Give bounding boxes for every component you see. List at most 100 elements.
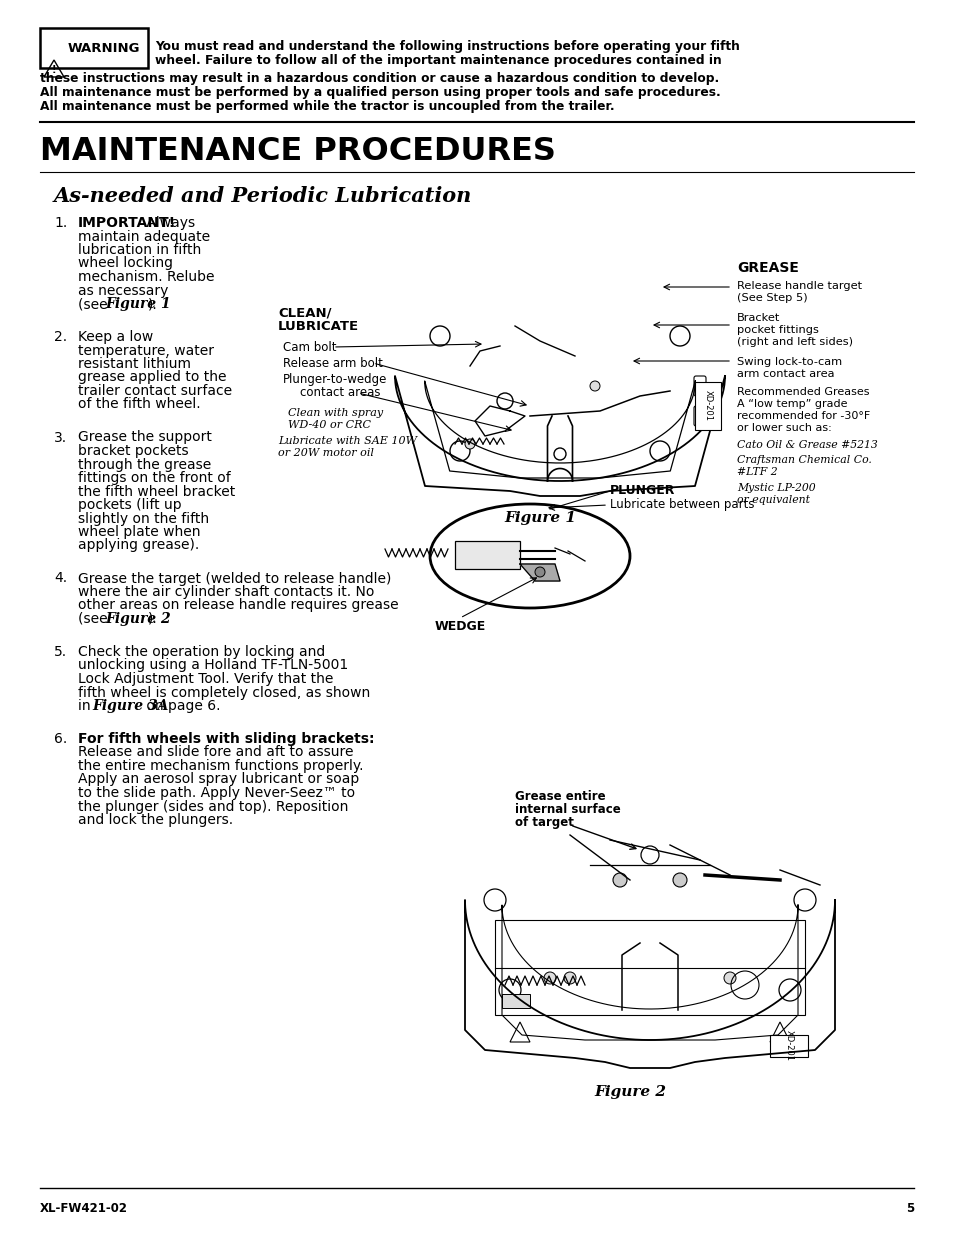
Circle shape bbox=[464, 438, 475, 450]
Text: Release handle target: Release handle target bbox=[737, 282, 862, 291]
Text: Mystic LP-200: Mystic LP-200 bbox=[737, 483, 815, 493]
Text: WARNING: WARNING bbox=[68, 42, 140, 56]
Text: Keep a low: Keep a low bbox=[78, 330, 153, 345]
Circle shape bbox=[672, 873, 686, 887]
Text: maintain adequate: maintain adequate bbox=[78, 230, 210, 243]
Text: XD-201: XD-201 bbox=[783, 1030, 793, 1062]
Text: Figure 3A: Figure 3A bbox=[91, 699, 168, 713]
Text: !: ! bbox=[51, 65, 56, 75]
Text: All maintenance must be performed by a qualified person using proper tools and s: All maintenance must be performed by a q… bbox=[40, 86, 720, 99]
Text: MAINTENANCE PROCEDURES: MAINTENANCE PROCEDURES bbox=[40, 136, 556, 167]
Text: Grease the target (welded to release handle): Grease the target (welded to release han… bbox=[78, 572, 391, 585]
Text: #LTF 2: #LTF 2 bbox=[737, 467, 777, 477]
Text: Always: Always bbox=[142, 216, 195, 230]
Text: or 20W motor oil: or 20W motor oil bbox=[277, 448, 374, 458]
Text: 4.: 4. bbox=[54, 572, 67, 585]
Text: ).: ). bbox=[148, 613, 157, 626]
Text: contact areas: contact areas bbox=[299, 387, 380, 399]
Text: Swing lock-to-cam: Swing lock-to-cam bbox=[737, 357, 841, 367]
Text: 6.: 6. bbox=[54, 732, 67, 746]
Text: (See Step 5): (See Step 5) bbox=[737, 293, 807, 303]
Circle shape bbox=[543, 972, 556, 984]
Text: Clean with spray: Clean with spray bbox=[288, 408, 383, 417]
Text: applying grease).: applying grease). bbox=[78, 538, 199, 552]
Circle shape bbox=[498, 979, 520, 1002]
Text: where the air cylinder shaft contacts it. No: where the air cylinder shaft contacts it… bbox=[78, 585, 374, 599]
Circle shape bbox=[563, 972, 576, 984]
Text: fittings on the front of: fittings on the front of bbox=[78, 471, 231, 485]
Circle shape bbox=[483, 889, 505, 911]
Text: Lubricate between parts: Lubricate between parts bbox=[609, 498, 754, 511]
Circle shape bbox=[649, 441, 669, 461]
Text: A “low temp” grade: A “low temp” grade bbox=[737, 399, 846, 409]
Text: Lubricate with SAE 10W: Lubricate with SAE 10W bbox=[277, 436, 416, 446]
Text: of target: of target bbox=[515, 816, 574, 829]
Text: Figure 1: Figure 1 bbox=[503, 511, 576, 525]
Text: 1.: 1. bbox=[54, 216, 67, 230]
Text: or equivalent: or equivalent bbox=[737, 495, 809, 505]
Text: GREASE: GREASE bbox=[737, 261, 798, 275]
Text: and lock the plungers.: and lock the plungers. bbox=[78, 813, 233, 827]
Text: Figure 1: Figure 1 bbox=[105, 296, 171, 311]
Text: wheel. Failure to follow all of the important maintenance procedures contained i: wheel. Failure to follow all of the impo… bbox=[154, 54, 721, 67]
Text: Recommended Greases: Recommended Greases bbox=[737, 387, 868, 396]
Text: (see: (see bbox=[78, 613, 112, 626]
Text: All maintenance must be performed while the tractor is uncoupled from the traile: All maintenance must be performed while … bbox=[40, 100, 614, 112]
Circle shape bbox=[450, 441, 470, 461]
Text: XL-FW421-02: XL-FW421-02 bbox=[40, 1202, 128, 1215]
Text: 5: 5 bbox=[904, 1202, 913, 1215]
Text: As-needed and Periodic Lubrication: As-needed and Periodic Lubrication bbox=[54, 186, 472, 206]
Circle shape bbox=[779, 979, 801, 1002]
Text: WD-40 or CRC: WD-40 or CRC bbox=[288, 420, 371, 430]
Text: the entire mechanism functions properly.: the entire mechanism functions properly. bbox=[78, 760, 363, 773]
Text: other areas on release handle requires grease: other areas on release handle requires g… bbox=[78, 599, 398, 613]
Circle shape bbox=[613, 873, 626, 887]
Text: lubrication in fifth: lubrication in fifth bbox=[78, 243, 201, 257]
Text: Release and slide fore and aft to assure: Release and slide fore and aft to assure bbox=[78, 746, 354, 760]
Text: Release arm bolt: Release arm bolt bbox=[283, 357, 382, 370]
Text: grease applied to the: grease applied to the bbox=[78, 370, 226, 384]
Text: the fifth wheel bracket: the fifth wheel bracket bbox=[78, 484, 235, 499]
Circle shape bbox=[669, 326, 689, 346]
Text: of the fifth wheel.: of the fifth wheel. bbox=[78, 398, 200, 411]
Circle shape bbox=[793, 889, 815, 911]
Text: resistant lithium: resistant lithium bbox=[78, 357, 191, 370]
Text: Grease the support: Grease the support bbox=[78, 431, 212, 445]
Text: Figure 2: Figure 2 bbox=[105, 613, 171, 626]
Text: slightly on the fifth: slightly on the fifth bbox=[78, 511, 209, 526]
Text: pockets (lift up: pockets (lift up bbox=[78, 498, 181, 513]
Text: trailer contact surface: trailer contact surface bbox=[78, 384, 232, 398]
Text: ).: ). bbox=[148, 296, 157, 311]
Text: pocket fittings: pocket fittings bbox=[737, 325, 818, 335]
Text: Lock Adjustment Tool. Verify that the: Lock Adjustment Tool. Verify that the bbox=[78, 672, 333, 685]
Polygon shape bbox=[519, 564, 559, 580]
Text: mechanism. Relube: mechanism. Relube bbox=[78, 270, 214, 284]
Bar bbox=[769, 1035, 807, 1057]
Text: temperature, water: temperature, water bbox=[78, 343, 213, 357]
Text: Bracket: Bracket bbox=[737, 312, 780, 324]
Bar bbox=[40, 28, 148, 68]
Text: Figure 2: Figure 2 bbox=[594, 1086, 665, 1099]
Text: as necessary: as necessary bbox=[78, 284, 168, 298]
Text: XD-201: XD-201 bbox=[702, 390, 712, 421]
Text: on page 6.: on page 6. bbox=[142, 699, 220, 713]
Text: 2.: 2. bbox=[54, 330, 67, 345]
Text: CLEAN/: CLEAN/ bbox=[277, 306, 331, 319]
Circle shape bbox=[430, 326, 450, 346]
Text: Plunger-to-wedge: Plunger-to-wedge bbox=[283, 373, 387, 387]
Text: in: in bbox=[78, 699, 95, 713]
Text: through the grease: through the grease bbox=[78, 457, 211, 472]
Text: bracket pockets: bracket pockets bbox=[78, 445, 189, 458]
Text: Check the operation by locking and: Check the operation by locking and bbox=[78, 645, 325, 659]
Circle shape bbox=[723, 972, 735, 984]
Text: these instructions may result in a hazardous condition or cause a hazardous cond: these instructions may result in a hazar… bbox=[40, 72, 719, 85]
Text: or lower such as:: or lower such as: bbox=[737, 424, 831, 433]
Text: unlocking using a Holland TF-TLN-5001: unlocking using a Holland TF-TLN-5001 bbox=[78, 658, 348, 673]
Text: internal surface: internal surface bbox=[515, 803, 620, 816]
Text: PLUNGER: PLUNGER bbox=[609, 484, 675, 496]
Text: fifth wheel is completely closed, as shown: fifth wheel is completely closed, as sho… bbox=[78, 685, 370, 699]
Circle shape bbox=[589, 382, 599, 391]
Text: For fifth wheels with sliding brackets:: For fifth wheels with sliding brackets: bbox=[78, 732, 375, 746]
Text: to the slide path. Apply Never-Seez™ to: to the slide path. Apply Never-Seez™ to bbox=[78, 785, 355, 800]
Text: Apply an aerosol spray lubricant or soap: Apply an aerosol spray lubricant or soap bbox=[78, 773, 359, 787]
